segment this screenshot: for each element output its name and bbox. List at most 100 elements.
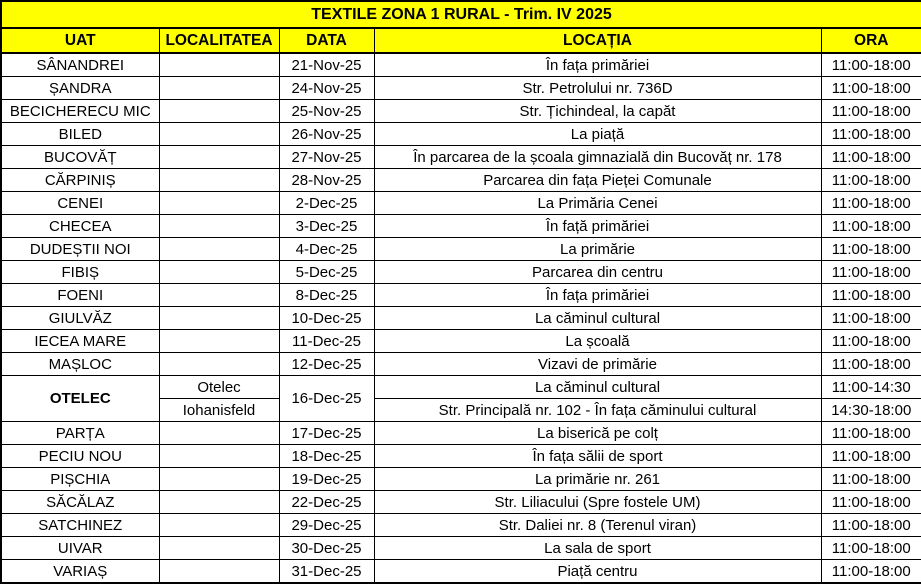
table-row: FOENI 8-Dec-25 În fața primăriei 11:00-18:0… [0,283,921,307]
cell-locatia: La piață [373,122,822,146]
cell-locatia: Str. Daliei nr. 8 (Terenul viran) [373,513,822,537]
cell-localitatea [158,559,280,584]
cell-ora: 11:00-18:00 [820,444,921,468]
cell-uat: SÂNANDREI [0,52,160,77]
cell-ora: 11:00-18:00 [820,490,921,514]
cell-data: 2-Dec-25 [278,191,375,215]
cell-locatia: Piață centru [373,559,822,584]
cell-data: 25-Nov-25 [278,99,375,123]
cell-uat: PECIU NOU [0,444,160,468]
cell-locatia: Parcarea din centru [373,260,822,284]
cell-data: 4-Dec-25 [278,237,375,261]
cell-locatia: Str. Principală nr. 102 - În fața căminu… [373,398,822,422]
cell-locatia: Str. Țichindeal, la capăt [373,99,822,123]
cell-uat: BECICHERECU MIC [0,99,160,123]
table-row: UIVAR 30-Dec-25 La sala de sport 11:00-18:0… [0,536,921,560]
cell-ora: 14:30-18:00 [820,398,921,422]
cell-localitatea [158,306,280,330]
cell-locatia: Vizavi de primărie [373,352,822,376]
table-row: MAȘLOC 12-Dec-25 Vizavi de primărie 11:00-1… [0,352,921,376]
cell-uat: OTELEC [0,375,160,422]
column-header-data: DATA [278,27,375,54]
cell-ora: 11:00-18:00 [820,559,921,584]
cell-locatia: La școală [373,329,822,353]
cell-locatia: Str. Petrolului nr. 736D [373,76,822,100]
cell-uat: PIȘCHIA [0,467,160,491]
cell-data: 27-Nov-25 [278,145,375,169]
cell-uat: MAȘLOC [0,352,160,376]
cell-localitatea [158,99,280,123]
table-row: GIULVĂZ 10-Dec-25 La căminul cultural 11:00… [0,306,921,330]
cell-ora: 11:00-18:00 [820,352,921,376]
cell-ora: 11:00-18:00 [820,168,921,192]
cell-localitatea [158,52,280,77]
cell-localitatea [158,122,280,146]
cell-locatia: La Primăria Cenei [373,191,822,215]
table-row: IECEA MARE 11-Dec-25 La școală 11:00-18:00 [0,329,921,353]
table-row: CENEI 2-Dec-25 La Primăria Cenei 11:00-18:0… [0,191,921,215]
cell-uat: CHECEA [0,214,160,238]
cell-uat: FIBIȘ [0,260,160,284]
table-row: DUDEȘTII NOI 4-Dec-25 La primărie 11:00-18:… [0,237,921,261]
column-header-row: UAT LOCALITATEA DATA LOCAȚIA ORA [0,27,921,54]
cell-locatia: În parcarea de la școala gimnazială din … [373,145,822,169]
cell-locatia: În fața sălii de sport [373,444,822,468]
cell-localitatea [158,444,280,468]
cell-ora: 11:00-18:00 [820,145,921,169]
cell-data: 30-Dec-25 [278,536,375,560]
cell-locatia: Parcarea din fața Pieței Comunale [373,168,822,192]
cell-data: 3-Dec-25 [278,214,375,238]
cell-localitatea [158,467,280,491]
table-row: SATCHINEZ 29-Dec-25 Str. Daliei nr. 8 (Ter… [0,513,921,537]
cell-localitatea [158,191,280,215]
cell-data: 16-Dec-25 [278,375,375,422]
table-row: PIȘCHIA 19-Dec-25 La primărie nr. 261 11:00… [0,467,921,491]
column-header-uat: UAT [0,27,160,54]
cell-ora: 11:00-18:00 [820,214,921,238]
cell-ora: 11:00-18:00 [820,283,921,307]
cell-locatia: Str. Liliacului (Spre fostele UM) [373,490,822,514]
cell-uat: SATCHINEZ [0,513,160,537]
table-row: PARȚA 17-Dec-25 La biserică pe colț 11:00-1… [0,421,921,445]
cell-localitatea [158,260,280,284]
cell-locatia: La sala de sport [373,536,822,560]
table-row: CHECEA 3-Dec-25 În față primăriei 11:00-18:… [0,214,921,238]
table-row: CĂRPINIȘ 28-Nov-25 Parcarea din fața Piețe… [0,168,921,192]
cell-uat: PARȚA [0,421,160,445]
cell-data: 18-Dec-25 [278,444,375,468]
cell-data: 22-Dec-25 [278,490,375,514]
cell-ora: 11:00-18:00 [820,237,921,261]
cell-ora: 11:00-18:00 [820,260,921,284]
cell-data: 11-Dec-25 [278,329,375,353]
cell-uat: GIULVĂZ [0,306,160,330]
cell-ora: 11:00-18:00 [820,306,921,330]
cell-localitatea [158,513,280,537]
table-row: OTELEC Otelec 16-Dec-25 La căminul cultural… [0,375,921,422]
cell-ora: 11:00-18:00 [820,467,921,491]
cell-data: 5-Dec-25 [278,260,375,284]
cell-localitatea [158,145,280,169]
cell-localitatea: Otelec [158,375,280,399]
cell-locatia: La căminul cultural [373,306,822,330]
cell-data: 28-Nov-25 [278,168,375,192]
cell-data: 12-Dec-25 [278,352,375,376]
cell-localitatea [158,283,280,307]
table-row: BECICHERECU MIC 25-Nov-25 Str. Țichindeal,… [0,99,921,123]
table-row: BILED 26-Nov-25 La piață 11:00-18:00 [0,122,921,146]
table-row: SĂCĂLAZ 22-Dec-25 Str. Liliacului (Spre fo… [0,490,921,514]
table-row: SÂNANDREI 21-Nov-25 În fața primăriei 11:00… [0,52,921,77]
table-title: TEXTILE ZONA 1 RURAL - Trim. IV 2025 [0,0,921,29]
cell-localitatea [158,352,280,376]
cell-data: 26-Nov-25 [278,122,375,146]
cell-ora: 11:00-18:00 [820,52,921,77]
cell-uat: BILED [0,122,160,146]
cell-locatia: La căminul cultural [373,375,822,399]
cell-localitatea [158,421,280,445]
cell-localitatea [158,214,280,238]
cell-locatia: La primărie nr. 261 [373,467,822,491]
table-row: VARIAȘ 31-Dec-25 Piață centru 11:00-18:00 [0,559,921,584]
cell-ora: 11:00-18:00 [820,76,921,100]
column-header-localitatea: LOCALITATEA [158,27,280,54]
cell-uat: DUDEȘTII NOI [0,237,160,261]
